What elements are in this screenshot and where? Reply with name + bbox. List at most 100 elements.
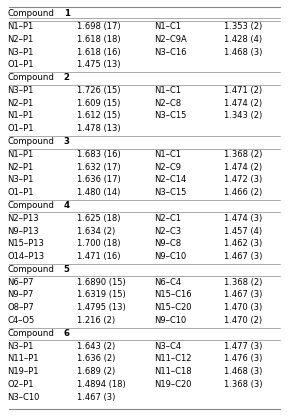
Text: N2–P1: N2–P1: [7, 99, 34, 108]
Text: 1.478 (13): 1.478 (13): [77, 124, 120, 133]
Text: Compound: Compound: [7, 73, 54, 82]
Text: N9–C10: N9–C10: [155, 252, 187, 261]
Text: 1.4795 (13): 1.4795 (13): [77, 303, 125, 312]
Text: O8–P7: O8–P7: [7, 303, 34, 312]
Text: 1.636 (17): 1.636 (17): [77, 176, 120, 184]
Text: 1.698 (17): 1.698 (17): [77, 22, 120, 31]
Text: 1.6890 (15): 1.6890 (15): [77, 277, 125, 287]
Text: N1–P1: N1–P1: [7, 111, 34, 121]
Text: N19–P1: N19–P1: [7, 367, 39, 376]
Text: N6–P7: N6–P7: [7, 277, 34, 287]
Text: N2–C14: N2–C14: [155, 176, 187, 184]
Text: Compound: Compound: [7, 265, 54, 274]
Text: 1.368 (3): 1.368 (3): [224, 380, 262, 389]
Text: O1–P1: O1–P1: [7, 188, 34, 197]
Text: 1.636 (2): 1.636 (2): [77, 354, 115, 363]
Text: N3–C16: N3–C16: [155, 47, 187, 57]
Text: 1.609 (15): 1.609 (15): [77, 99, 120, 108]
Text: 1.474 (2): 1.474 (2): [224, 163, 262, 171]
Text: N19–C20: N19–C20: [155, 380, 192, 389]
Text: N2–P13: N2–P13: [7, 214, 39, 223]
Text: N3–C15: N3–C15: [155, 188, 187, 197]
Text: O14–P13: O14–P13: [7, 252, 44, 261]
Text: N6–C4: N6–C4: [155, 277, 182, 287]
Text: 1.466 (2): 1.466 (2): [224, 188, 262, 197]
Text: Compound: Compound: [7, 9, 54, 18]
Text: C4–O5: C4–O5: [7, 316, 34, 325]
Text: 1.468 (3): 1.468 (3): [224, 47, 262, 57]
Text: 1.353 (2): 1.353 (2): [224, 22, 262, 31]
Text: 1.643 (2): 1.643 (2): [77, 342, 115, 351]
Text: 1: 1: [64, 9, 70, 18]
Text: N1–P1: N1–P1: [7, 22, 34, 31]
Text: 1.726 (15): 1.726 (15): [77, 86, 120, 95]
Text: 1.368 (2): 1.368 (2): [224, 277, 262, 287]
Text: 1.471 (16): 1.471 (16): [77, 252, 120, 261]
Text: Compound: Compound: [7, 201, 54, 210]
Text: 1.472 (3): 1.472 (3): [224, 176, 262, 184]
Text: N3–P1: N3–P1: [7, 47, 34, 57]
Text: 1.475 (13): 1.475 (13): [77, 60, 120, 69]
Text: N11–C12: N11–C12: [155, 354, 192, 363]
Text: N2–C9: N2–C9: [155, 163, 181, 171]
Text: 1.467 (3): 1.467 (3): [224, 290, 262, 300]
Text: N3–P1: N3–P1: [7, 176, 34, 184]
Text: N3–P1: N3–P1: [7, 86, 34, 95]
Text: N15–C16: N15–C16: [155, 290, 192, 300]
Text: 1.700 (18): 1.700 (18): [77, 239, 120, 248]
Text: N1–P1: N1–P1: [7, 150, 34, 159]
Text: 1.470 (2): 1.470 (2): [224, 316, 262, 325]
Text: N11–P1: N11–P1: [7, 354, 39, 363]
Text: N2–P1: N2–P1: [7, 35, 34, 44]
Text: N9–P13: N9–P13: [7, 226, 39, 235]
Text: 6: 6: [64, 329, 70, 338]
Text: 1.368 (2): 1.368 (2): [224, 150, 262, 159]
Text: N2–C9A: N2–C9A: [155, 35, 187, 44]
Text: 1.216 (2): 1.216 (2): [77, 316, 115, 325]
Text: N2–C3: N2–C3: [155, 226, 182, 235]
Text: 2: 2: [64, 73, 70, 82]
Text: 1.6319 (15): 1.6319 (15): [77, 290, 125, 300]
Text: 1.467 (3): 1.467 (3): [77, 393, 115, 402]
Text: 3: 3: [64, 137, 70, 146]
Text: 1.471 (2): 1.471 (2): [224, 86, 262, 95]
Text: N9–C10: N9–C10: [155, 316, 187, 325]
Text: 1.474 (3): 1.474 (3): [224, 214, 262, 223]
Text: N3–C10: N3–C10: [7, 393, 40, 402]
Text: N1–C1: N1–C1: [155, 150, 181, 159]
Text: N1–C1: N1–C1: [155, 22, 181, 31]
Text: 1.683 (16): 1.683 (16): [77, 150, 120, 159]
Text: N3–C4: N3–C4: [155, 342, 182, 351]
Text: 1.476 (3): 1.476 (3): [224, 354, 262, 363]
Text: N2–P1: N2–P1: [7, 163, 34, 171]
Text: N1–C1: N1–C1: [155, 86, 181, 95]
Text: N3–C15: N3–C15: [155, 111, 187, 121]
Text: 1.4894 (18): 1.4894 (18): [77, 380, 125, 389]
Text: Compound: Compound: [7, 329, 54, 338]
Text: N15–P13: N15–P13: [7, 239, 44, 248]
Text: 1.625 (18): 1.625 (18): [77, 214, 120, 223]
Text: 1.468 (3): 1.468 (3): [224, 367, 262, 376]
Text: N15–C20: N15–C20: [155, 303, 192, 312]
Text: N11–C18: N11–C18: [155, 367, 192, 376]
Text: O2–P1: O2–P1: [7, 380, 34, 389]
Text: 4: 4: [64, 201, 70, 210]
Text: 1.618 (18): 1.618 (18): [77, 35, 120, 44]
Text: O1–P1: O1–P1: [7, 60, 34, 69]
Text: 1.477 (3): 1.477 (3): [224, 342, 262, 351]
Text: 1.470 (3): 1.470 (3): [224, 303, 262, 312]
Text: N2–C1: N2–C1: [155, 214, 181, 223]
Text: 5: 5: [64, 265, 69, 274]
Text: 1.632 (17): 1.632 (17): [77, 163, 120, 171]
Text: 1.457 (4): 1.457 (4): [224, 226, 262, 235]
Text: 1.462 (3): 1.462 (3): [224, 239, 262, 248]
Text: 1.467 (3): 1.467 (3): [224, 252, 262, 261]
Text: 1.428 (4): 1.428 (4): [224, 35, 262, 44]
Text: 1.634 (2): 1.634 (2): [77, 226, 115, 235]
Text: N3–P1: N3–P1: [7, 342, 34, 351]
Text: N2–C8: N2–C8: [155, 99, 182, 108]
Text: 1.474 (2): 1.474 (2): [224, 99, 262, 108]
Text: Compound: Compound: [7, 137, 54, 146]
Text: 1.689 (2): 1.689 (2): [77, 367, 115, 376]
Text: N9–P7: N9–P7: [7, 290, 34, 300]
